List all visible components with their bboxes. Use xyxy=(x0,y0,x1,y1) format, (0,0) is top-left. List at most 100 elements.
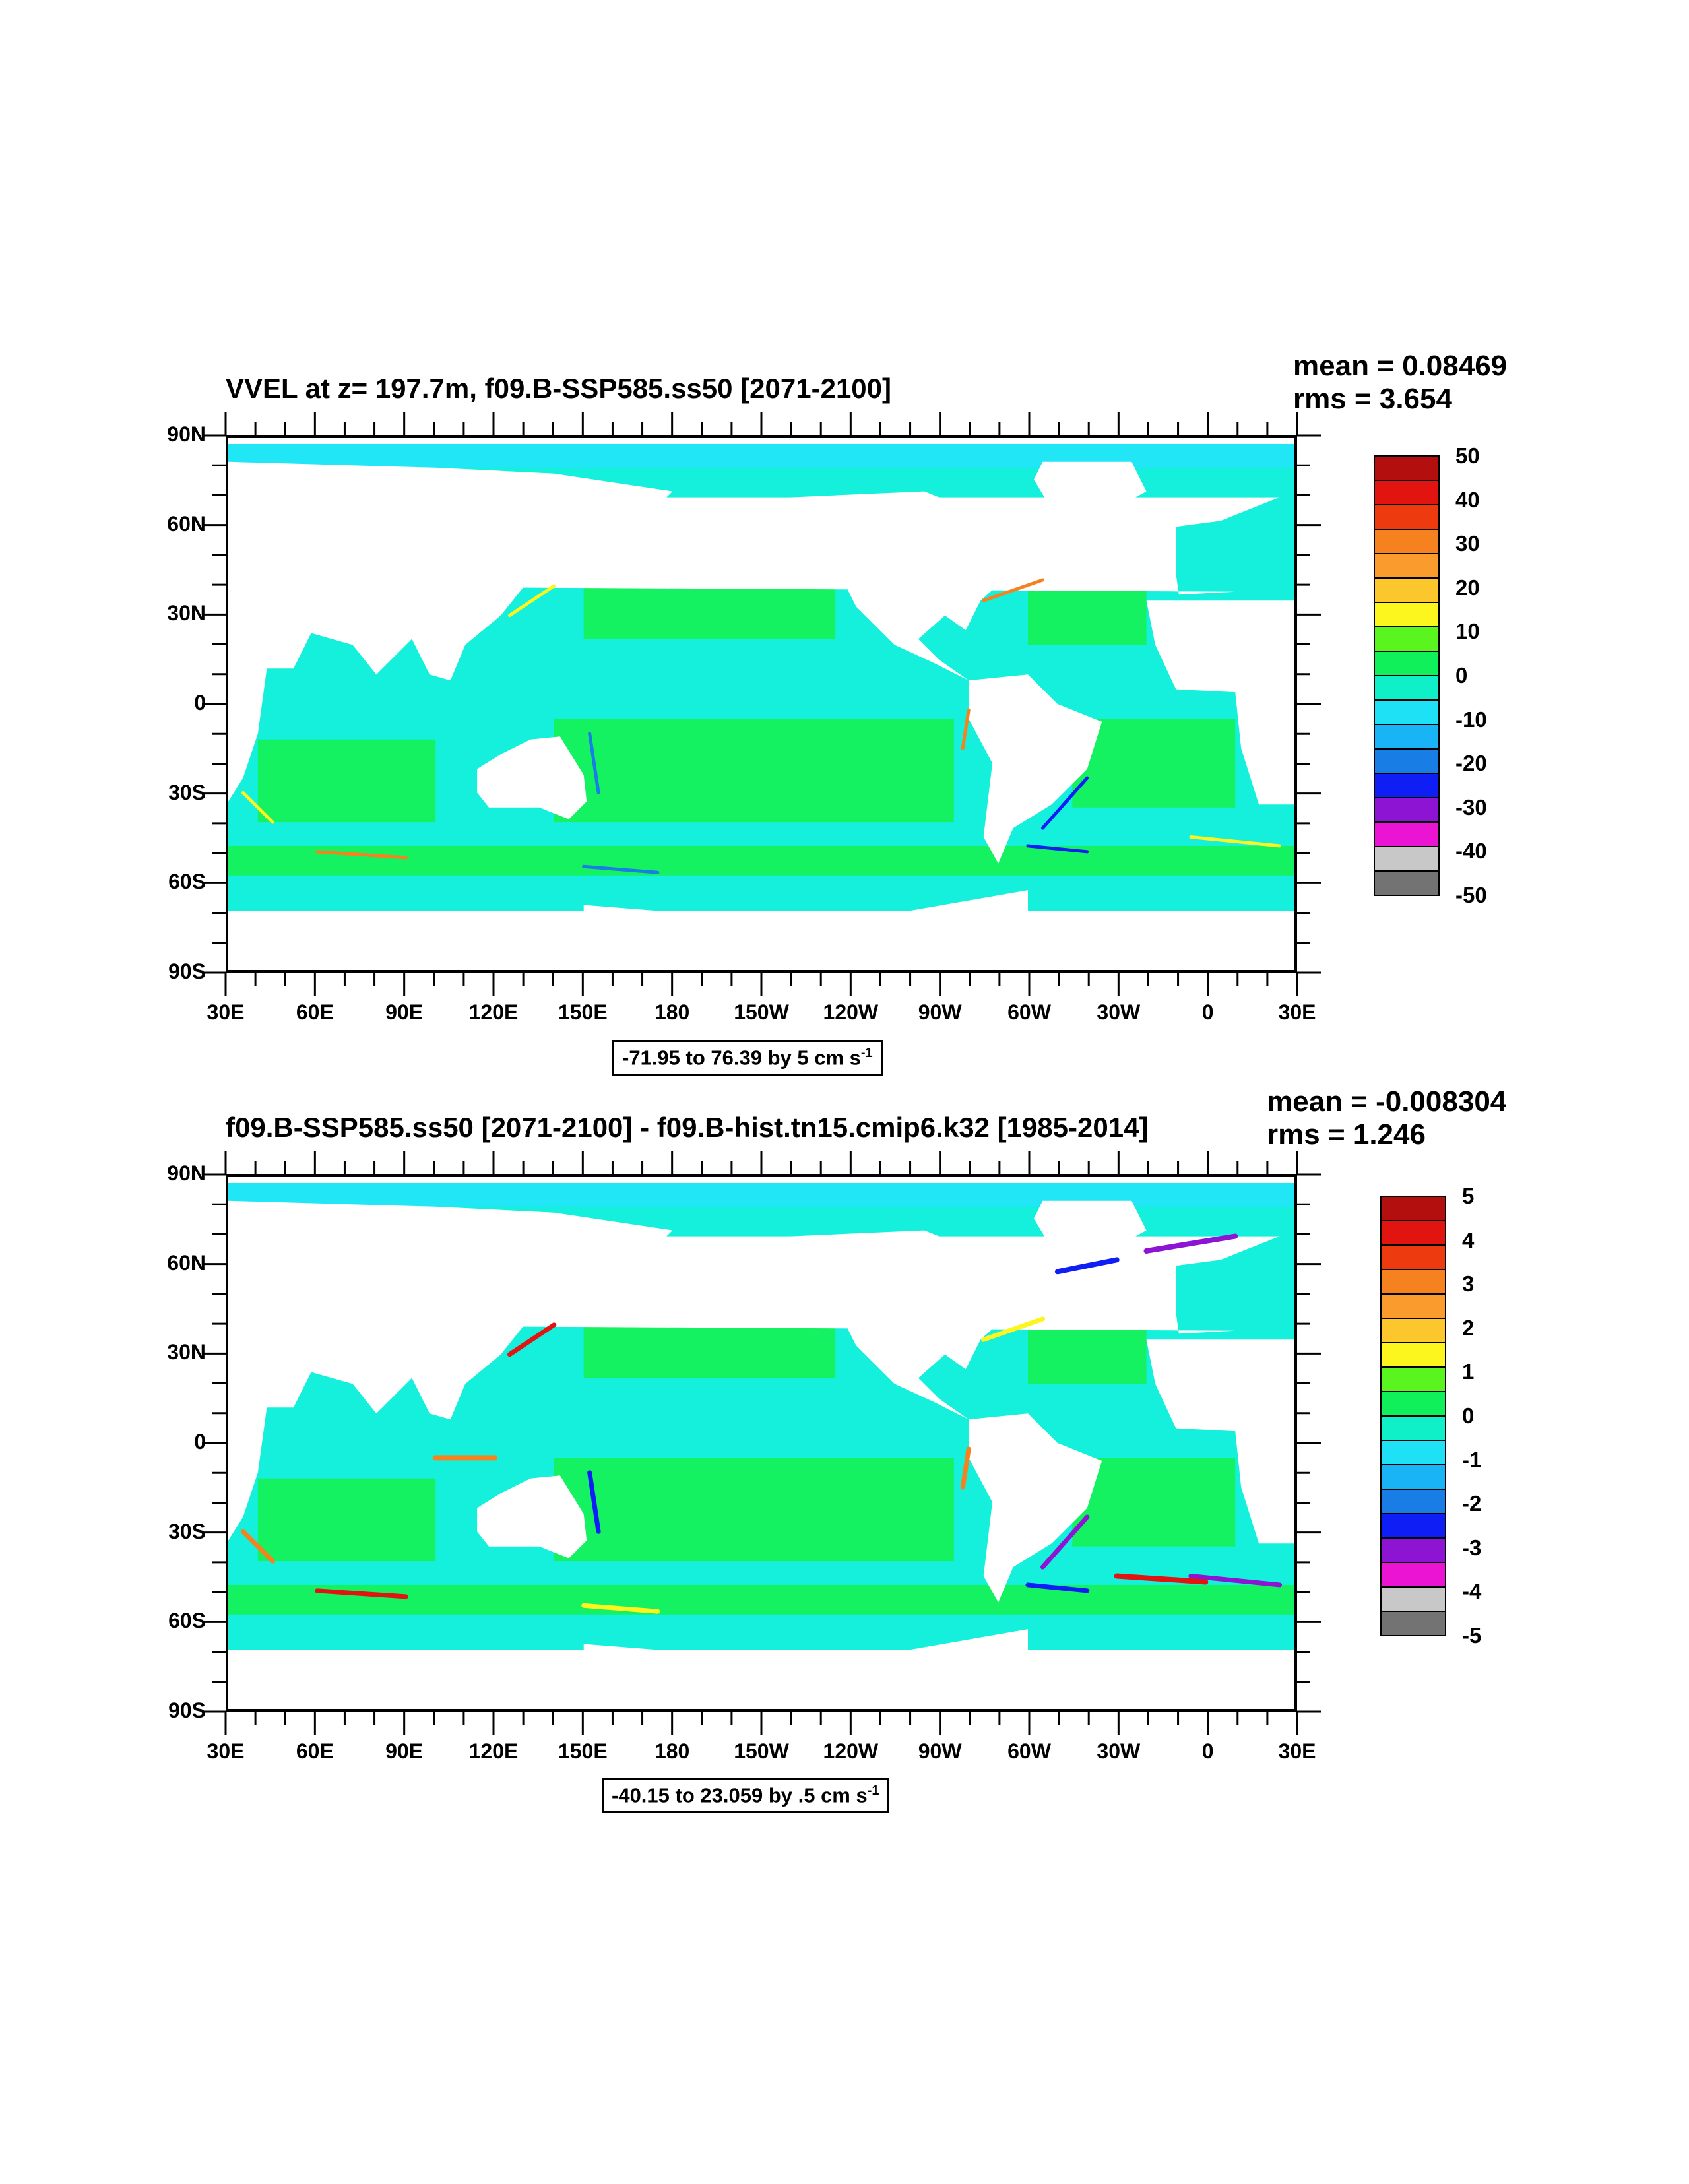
ocean-green-zone-3 xyxy=(1072,719,1236,808)
ocean-green-zone-2 xyxy=(257,1478,436,1562)
panel-title: VVEL at z= 197.7m, f09.B-SSP585.ss50 [20… xyxy=(226,373,892,404)
colorbar-swatch xyxy=(1380,1196,1446,1221)
colorbar-swatch xyxy=(1374,529,1440,554)
x-tick-label: 30E xyxy=(1278,1739,1316,1763)
colorbar-label: -50 xyxy=(1455,883,1487,907)
x-tick-label: 60E xyxy=(296,1739,334,1763)
landmass-2 xyxy=(477,1475,587,1558)
landmass-2 xyxy=(477,736,587,819)
colorbar-swatch xyxy=(1380,1513,1446,1539)
x-tick-label: 30E xyxy=(207,1000,245,1024)
colorbar-swatch xyxy=(1374,577,1440,603)
colorbar-swatch xyxy=(1380,1244,1446,1270)
x-tick-label: 60E xyxy=(296,1000,334,1024)
x-tick-label: 30E xyxy=(207,1739,245,1763)
ocean-green-zone-4 xyxy=(1028,1324,1147,1384)
current-streak-4 xyxy=(241,790,274,824)
colorbar-swatch xyxy=(1374,455,1440,481)
current-streak-0 xyxy=(507,584,556,618)
y-tick-label: 30S xyxy=(168,780,206,804)
current-streak-8 xyxy=(1189,835,1282,848)
current-streak-9 xyxy=(961,708,971,750)
x-tick-label: 150W xyxy=(734,1000,789,1024)
colorbar-label: 0 xyxy=(1462,1403,1475,1428)
colorbar-label: 20 xyxy=(1455,575,1480,600)
landmass-7 xyxy=(583,1629,1028,1709)
panel-title: f09.B-SSP585.ss50 [2071-2100] - f09.B-hi… xyxy=(226,1112,1149,1143)
y-tick-label: 90S xyxy=(168,959,206,983)
colorbar-swatch xyxy=(1380,1293,1446,1319)
arctic-band xyxy=(228,443,1294,468)
colorbar-swatch xyxy=(1374,748,1440,774)
x-tick-label: 120E xyxy=(468,1739,519,1763)
current-streak-4 xyxy=(240,1529,275,1564)
ocean-green-zone-4 xyxy=(1028,585,1147,645)
y-tick-label: 60N xyxy=(167,1250,206,1275)
current-streak-5 xyxy=(315,1588,408,1599)
ocean-green-zone-3 xyxy=(1072,1458,1236,1547)
ocean-green-zone-1 xyxy=(554,1458,954,1562)
colorbar-label: 3 xyxy=(1462,1271,1475,1297)
current-streak-9 xyxy=(960,1446,971,1490)
colorbar-swatch xyxy=(1374,773,1440,798)
x-tick-label: 150E xyxy=(558,1000,608,1024)
x-tick-label: 30W xyxy=(1097,1739,1141,1763)
colorbar-swatch xyxy=(1374,553,1440,579)
ocean-green-zone-2 xyxy=(257,739,436,823)
colorbar-swatch xyxy=(1380,1366,1446,1392)
colorbar-label: -40 xyxy=(1455,839,1487,864)
colorbar-swatch xyxy=(1374,797,1440,823)
colorbar-swatch xyxy=(1380,1586,1446,1612)
colorbar-label: 40 xyxy=(1455,487,1480,512)
x-tick-label: 180 xyxy=(654,1739,690,1763)
colorbar-label: -30 xyxy=(1455,794,1487,819)
y-tick-label: 30S xyxy=(168,1519,206,1543)
current-streak-2 xyxy=(587,1470,601,1534)
ocean-field-svg xyxy=(228,438,1294,970)
colorbar-swatch xyxy=(1374,699,1440,725)
current-streak-2 xyxy=(588,732,600,794)
x-tick-label: 60W xyxy=(1007,1739,1051,1763)
rms-stat: rms = 3.654 xyxy=(1293,383,1452,415)
y-tick-label: 90N xyxy=(167,422,206,446)
colorbar-swatch xyxy=(1380,1220,1446,1246)
x-tick-label: 180 xyxy=(654,1000,690,1024)
colorbar-label: 4 xyxy=(1462,1227,1475,1252)
colorbar-swatch xyxy=(1374,602,1440,627)
ocean-green-zone-1 xyxy=(554,719,954,823)
colorbar-label: -10 xyxy=(1455,707,1487,732)
mean-stat: mean = 0.08469 xyxy=(1293,350,1508,382)
colorbar-label: 1 xyxy=(1462,1359,1475,1384)
y-tick-label: 90N xyxy=(167,1161,206,1185)
y-tick-label: 60S xyxy=(168,1609,206,1633)
colorbar-label: 30 xyxy=(1455,531,1480,556)
map-plot-area xyxy=(226,1174,1297,1712)
colorbar-swatch xyxy=(1374,480,1440,505)
colorbar-swatch xyxy=(1380,1489,1446,1514)
colorbar-swatch xyxy=(1374,846,1440,872)
current-streak-3 xyxy=(1040,1514,1090,1570)
landmass-8 xyxy=(228,1236,1280,1334)
current-streak-6 xyxy=(582,864,660,874)
ocean-field-svg xyxy=(228,1177,1294,1709)
colorbar-swatch xyxy=(1380,1342,1446,1368)
colorbar-swatch xyxy=(1380,1562,1446,1588)
colorbar-label: 2 xyxy=(1462,1315,1475,1340)
colorbar-label: 10 xyxy=(1455,619,1480,644)
current-streak-1 xyxy=(981,1316,1045,1342)
current-streak-8 xyxy=(1188,1574,1283,1588)
mean-stat: mean = -0.008304 xyxy=(1267,1085,1507,1118)
contour-range-label: -71.95 to 76.39 by 5 cm s-1 xyxy=(612,1040,883,1076)
colorbar-label: -20 xyxy=(1455,751,1487,776)
x-tick-label: 90E xyxy=(385,1000,424,1024)
colorbar-label: -4 xyxy=(1462,1579,1482,1604)
colorbar-label: 50 xyxy=(1455,443,1480,468)
arctic-band xyxy=(228,1182,1294,1207)
contour-range-label: -40.15 to 23.059 by .5 cm s-1 xyxy=(602,1778,889,1814)
colorbar-swatch xyxy=(1380,1415,1446,1441)
y-tick-label: 30N xyxy=(167,601,206,626)
landmass-4 xyxy=(969,674,1102,864)
ocean-green-zone-5 xyxy=(228,845,1294,876)
colorbar-swatch xyxy=(1374,870,1440,896)
colorbar-label: 0 xyxy=(1455,663,1468,688)
